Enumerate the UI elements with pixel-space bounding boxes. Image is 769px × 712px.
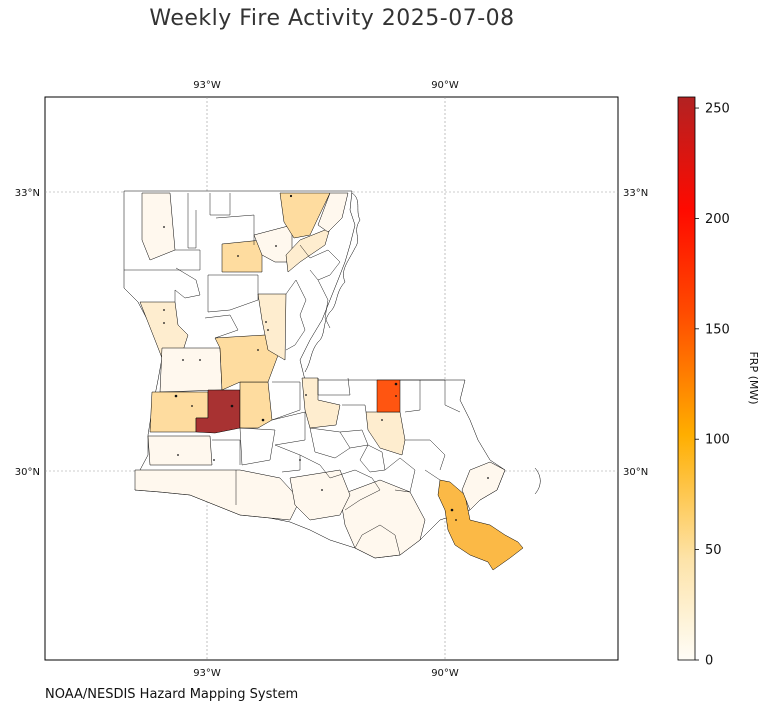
colorbar-tick-label: 100 [705,433,730,448]
fire-point [163,226,165,228]
source-credit: NOAA/NESDIS Hazard Mapping System [45,687,299,702]
parish-c-3 [257,293,287,361]
parish-west-5 [147,435,213,466]
fire-point [289,194,293,198]
fire-point [275,245,277,247]
fire-point [230,404,234,408]
fire-point [261,418,265,422]
fire-point [213,459,215,461]
parish-n-5 [317,192,349,233]
fire-point [267,329,269,331]
fire-point [257,349,259,351]
lon-label-bottom-93w: 93°W [193,668,221,679]
mississippi-river [304,192,361,373]
parish-rank2 [376,379,401,413]
fire-point [395,395,397,397]
parish-west-1 [141,192,176,261]
lat-label-right-33n: 33°N [623,188,648,199]
fire-point [299,459,301,461]
lon-label-bottom-90w: 90°W [431,668,459,679]
fire-point [163,322,165,324]
colorbar-tick-label: 200 [705,212,730,227]
fire-point [177,454,179,456]
colorbar-tick-label: 0 [705,654,713,669]
colorbar [677,96,696,661]
fire-point [455,519,457,521]
colorbar-ticks: 0 50 100 150 200 250 [695,102,730,669]
lon-label-top-93w: 93°W [193,80,221,91]
lake-pontchartrain-arc [534,467,541,495]
parish-n-1 [221,239,263,273]
lat-label-right-30n: 30°N [623,467,648,478]
colorbar-tick-label: 150 [705,322,730,337]
fire-points [163,194,489,521]
fire-point [182,359,184,361]
parish-c-1 [239,381,273,429]
lon-label-top-90w: 90°W [431,80,459,91]
parish-rank3 [437,479,524,571]
fire-point [191,405,193,407]
parish-se-1 [461,461,506,511]
lat-label-left-30n: 30°N [15,467,40,478]
fire-point [381,419,383,421]
fire-point [450,508,454,512]
colorbar-tick-label: 250 [705,102,730,117]
colorbar-tick-label: 50 [705,543,722,558]
fire-point [265,321,267,323]
parish-west-2 [139,301,189,361]
parish-n-2 [253,224,293,263]
lat-label-left-33n: 33°N [15,188,40,199]
fire-point [487,477,489,479]
fire-point [237,255,239,257]
fire-point [174,394,178,398]
colorbar-label: FRP (MW) [747,351,760,404]
fire-point [394,382,398,386]
parish-coastal-sw [134,469,301,521]
parish-coastal-c [289,469,351,521]
map-title: Weekly Fire Activity 2025-07-08 [149,6,515,31]
fire-point [199,359,201,361]
fire-point [305,394,307,396]
parish-west-3 [159,347,223,393]
parish-boundaries [124,193,461,556]
louisiana-parishes [123,190,524,571]
fire-point [163,309,165,311]
fire-point [321,489,323,491]
map-frame [44,96,619,661]
